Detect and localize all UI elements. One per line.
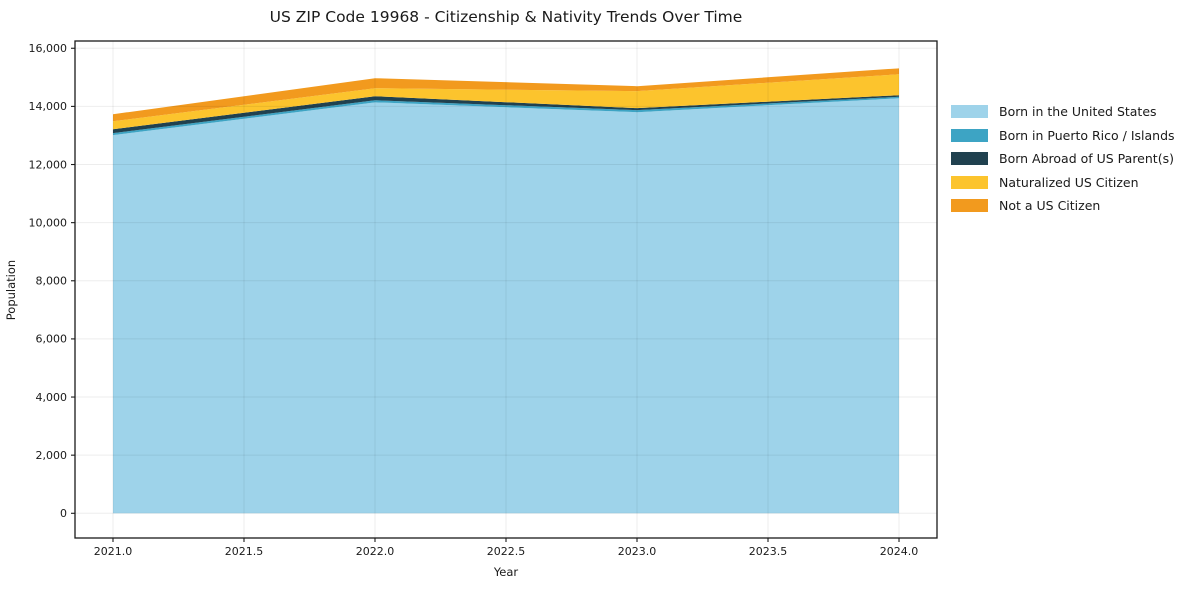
x-tick-label: 2022.0: [356, 545, 395, 558]
y-tick-label: 16,000: [29, 42, 68, 55]
y-axis-label: Population: [4, 259, 18, 321]
y-tick-label: 4,000: [36, 391, 68, 404]
x-tick-label: 2022.5: [487, 545, 526, 558]
tick-labels: 0 2,000 4,000 6,000 8,000 10,000 12,000 14,000 1…: [29, 42, 919, 558]
legend-label: Born in the United States: [999, 104, 1157, 119]
legend-label: Born Abroad of US Parent(s): [999, 151, 1174, 166]
y-tick-label: 2,000: [36, 449, 68, 462]
area-not-a-us-citizen: [112, 68, 900, 122]
legend-label: Naturalized US Citizen: [999, 174, 1139, 190]
legend-label: Not a US Citizen: [999, 198, 1101, 213]
legend: Born in the United States Born in Puerto …: [951, 105, 1175, 212]
y-tick-label: 10,000: [29, 216, 68, 229]
y-tick-label: 14,000: [29, 100, 68, 113]
y-tick-label: 0: [60, 507, 67, 520]
x-tick-label: 2023.5: [749, 545, 788, 558]
legend-item-born-in-the-united-states: Born in the United States: [951, 105, 1175, 118]
legend-label: Born in Puerto Rico / Islands: [999, 127, 1175, 143]
area-naturalized-us-citizen: [112, 74, 900, 130]
legend-item-born-in-puerto-rico-islands: Born in Puerto Rico / Islands: [951, 127, 1175, 143]
legend-swatch-icon: [951, 175, 988, 189]
x-tick-label: 2021.5: [225, 545, 264, 558]
x-axis-label: Year: [493, 565, 519, 579]
legend-swatch-icon: [951, 128, 988, 142]
y-tick-label: 8,000: [36, 275, 68, 288]
tick-marks: [71, 47, 900, 542]
x-tick-label: 2024.0: [880, 545, 919, 558]
chart-title: US ZIP Code 19968 - Citizenship & Nativi…: [269, 8, 743, 26]
area-born-abroad-of-us-parent-s: [112, 95, 900, 134]
legend-item-born-abroad-of-us-parent-s: Born Abroad of US Parent(s): [951, 152, 1175, 165]
y-tick-label: 6,000: [36, 333, 68, 346]
legend-swatch-icon: [951, 105, 988, 118]
legend-item-naturalized-us-citizen: Naturalized US Citizen: [951, 174, 1175, 190]
y-tick-label: 12,000: [29, 158, 68, 171]
legend-swatch-icon: [951, 152, 988, 165]
legend-swatch-icon: [951, 199, 988, 212]
area-born-in-the-united-states: [112, 98, 900, 514]
x-tick-label: 2023.0: [618, 545, 657, 558]
legend-item-not-a-us-citizen: Not a US Citizen: [951, 199, 1175, 212]
x-tick-label: 2021.0: [94, 545, 133, 558]
gridlines: [75, 41, 937, 538]
